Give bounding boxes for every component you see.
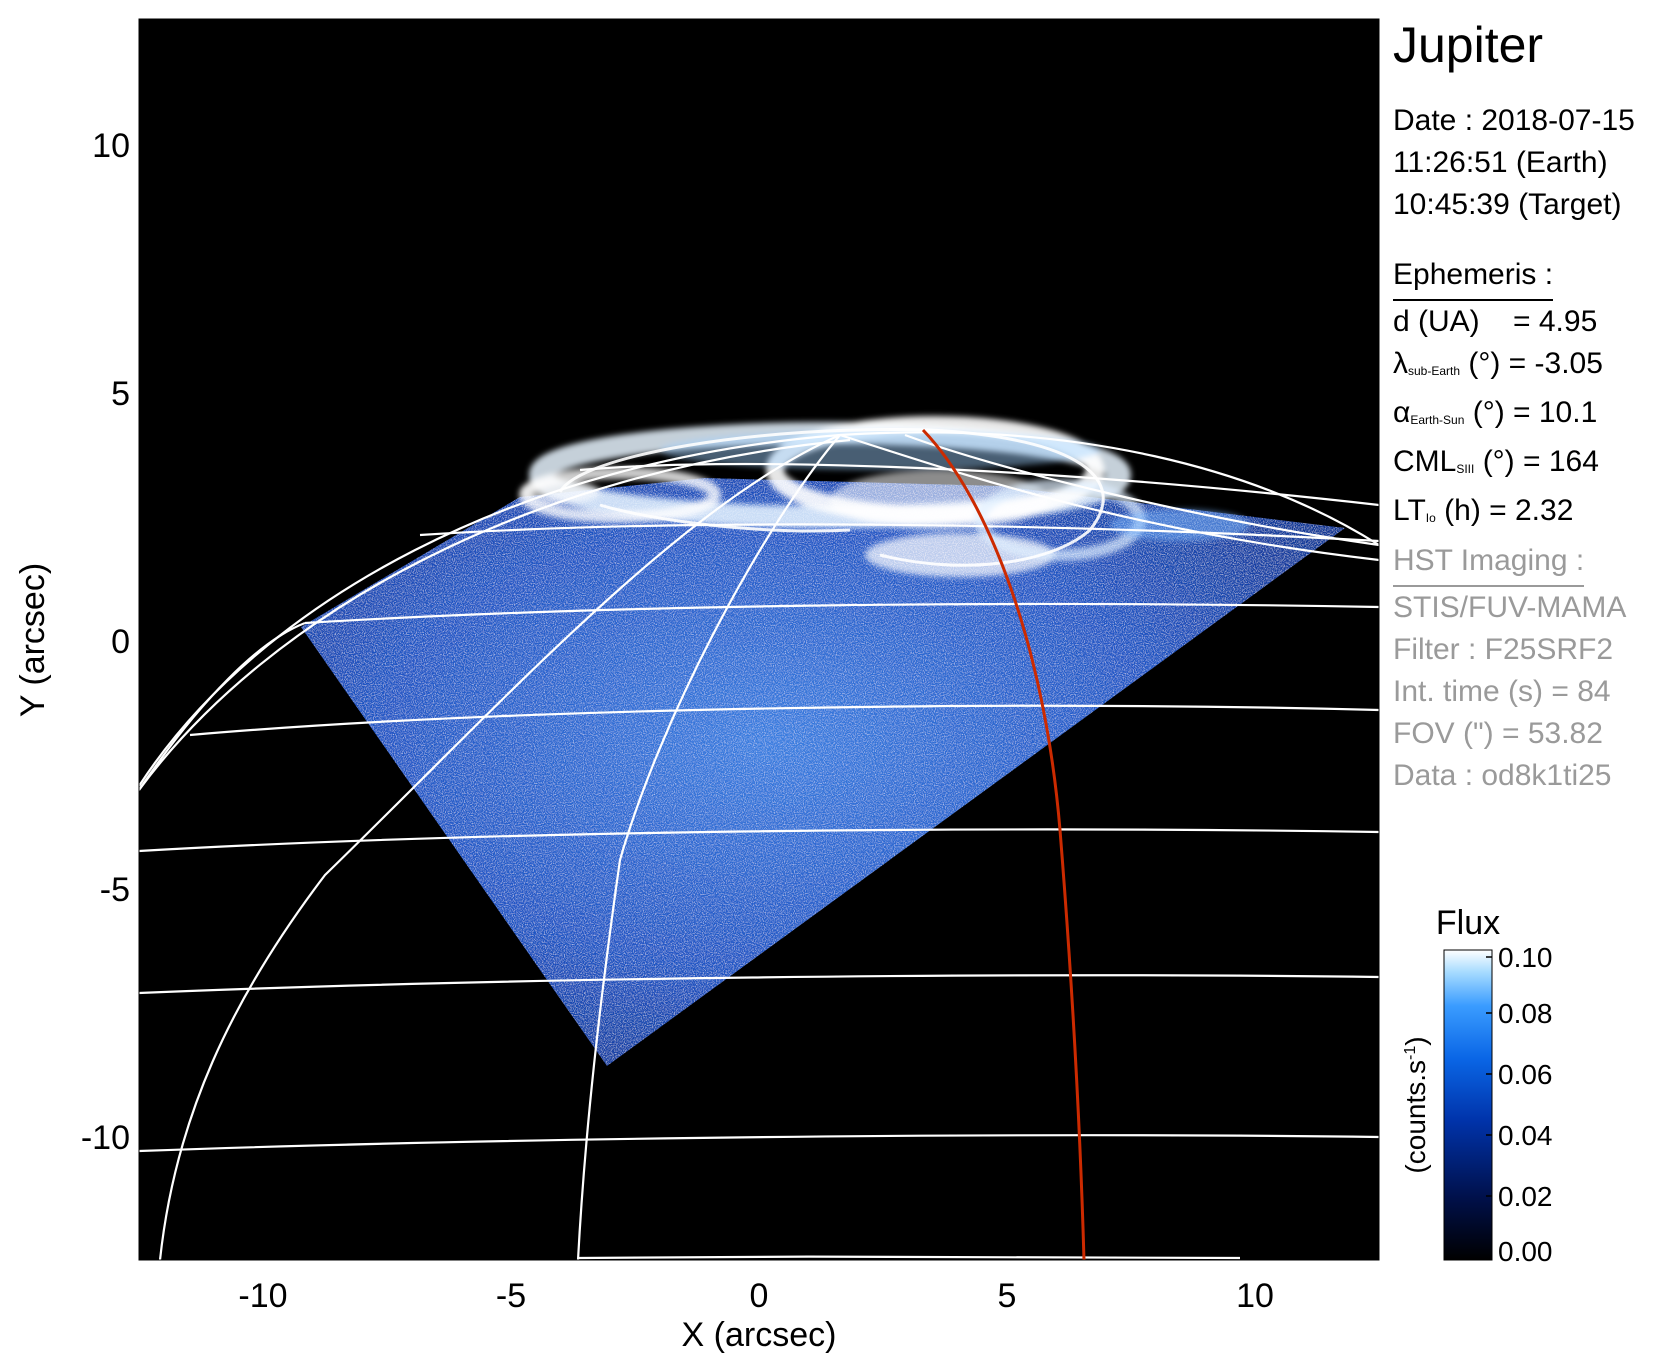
meridian-line xyxy=(839,433,1379,562)
hst-header: HST Imaging : xyxy=(1393,540,1585,587)
latitude-line xyxy=(419,523,1379,543)
colorbar-tick-label: 0.00 xyxy=(1498,1236,1553,1267)
integration-time: Int. time (s) = 84 xyxy=(1393,675,1611,708)
ephemeris-header: Ephemeris : xyxy=(1393,254,1554,301)
y-tick-label: 5 xyxy=(111,375,130,413)
io-local-time: LTIo (h) = 2.32 xyxy=(1393,494,1574,527)
planet-grid xyxy=(139,431,1379,1260)
x-axis-label: X (arcsec) xyxy=(682,1316,837,1354)
y-tick-label: -10 xyxy=(81,1119,130,1157)
colorbar-tick-marks xyxy=(1486,956,1492,1197)
filter: Filter : F25SRF2 xyxy=(1393,633,1614,666)
latitude-line xyxy=(579,463,1379,507)
colorbar-title: Flux xyxy=(1436,904,1500,942)
y-tick-label: 0 xyxy=(111,623,130,661)
plot-frame xyxy=(138,18,1380,1261)
y-tick-label: -5 xyxy=(100,871,130,909)
y-tick-label: 10 xyxy=(92,127,130,165)
x-tick-label: -5 xyxy=(496,1277,526,1315)
x-tick-label: -10 xyxy=(238,1277,287,1315)
central-meridian-longitude: CMLSIII (°) = 164 xyxy=(1393,445,1599,478)
meridian-line xyxy=(158,433,841,1260)
ephemeris-panel: Ephemeris : d (UA) = 4.95 λsub-Earth (°)… xyxy=(1393,254,1603,539)
sub-earth-latitude: λsub-Earth (°) = -3.05 xyxy=(1393,347,1603,380)
colorbar-scale xyxy=(1443,949,1493,1261)
latitude-line xyxy=(139,974,1379,995)
y-axis-label: Y (arcsec) xyxy=(14,563,52,717)
x-axis: -10 -5 0 5 10 X (arcsec) xyxy=(238,1277,1273,1354)
phase-angle: αEarth-Sun (°) = 10.1 xyxy=(1393,396,1598,429)
latitude-line xyxy=(139,828,1379,853)
distance-value: d (UA) = 4.95 xyxy=(1393,305,1598,338)
latitude-line xyxy=(189,704,1379,737)
stis-field-wedge xyxy=(301,478,1345,1066)
target-name: Jupiter xyxy=(1393,17,1544,73)
instrument: STIS/FUV-MAMA xyxy=(1393,591,1627,624)
meridian-line xyxy=(904,433,1379,547)
hst-imaging-panel: HST Imaging : STIS/FUV-MAMA Filter : F25… xyxy=(1393,540,1626,797)
latitude-line xyxy=(139,1134,1379,1153)
x-tick-label: 10 xyxy=(1236,1277,1274,1315)
x-tick-label: 0 xyxy=(750,1277,769,1315)
y-axis: 10 5 0 -5 -10 xyxy=(81,127,130,1157)
latitude-line xyxy=(304,602,1379,625)
earth-time: 11:26:51 (Earth) xyxy=(1393,146,1608,179)
cml-meridian xyxy=(921,428,1086,1260)
dataset-id: Data : od8k1ti25 xyxy=(1393,759,1612,792)
colorbar-tick-label: 0.10 xyxy=(1498,942,1553,973)
colorbar-tick-label: 0.04 xyxy=(1498,1120,1553,1151)
colorbar-tick-label: 0.02 xyxy=(1498,1181,1553,1212)
aurora-emission xyxy=(519,416,1250,577)
meridian-line xyxy=(577,1255,1241,1260)
field-of-view: FOV (") = 53.82 xyxy=(1393,717,1603,750)
colorbar-ticks: 0.10 0.08 0.06 0.04 0.02 0.00 xyxy=(1498,942,1553,1267)
meridian-line xyxy=(576,434,841,1260)
colorbar-tick-label: 0.06 xyxy=(1498,1059,1553,1090)
observation-time: Date : 2018-07-15 11:26:51 (Earth) 10:45… xyxy=(1393,100,1635,226)
colorbar-units-label: (counts.s-1) xyxy=(1400,1036,1431,1173)
target-time: 10:45:39 (Target) xyxy=(1393,188,1622,221)
colorbar-tick-label: 0.08 xyxy=(1498,998,1553,1029)
x-tick-label: 5 xyxy=(998,1277,1017,1315)
date-line: Date : 2018-07-15 xyxy=(1393,104,1635,137)
colorbar: Flux 0.10 0.08 0.06 0.04 0.02 0.00 (coun… xyxy=(1400,904,1553,1267)
